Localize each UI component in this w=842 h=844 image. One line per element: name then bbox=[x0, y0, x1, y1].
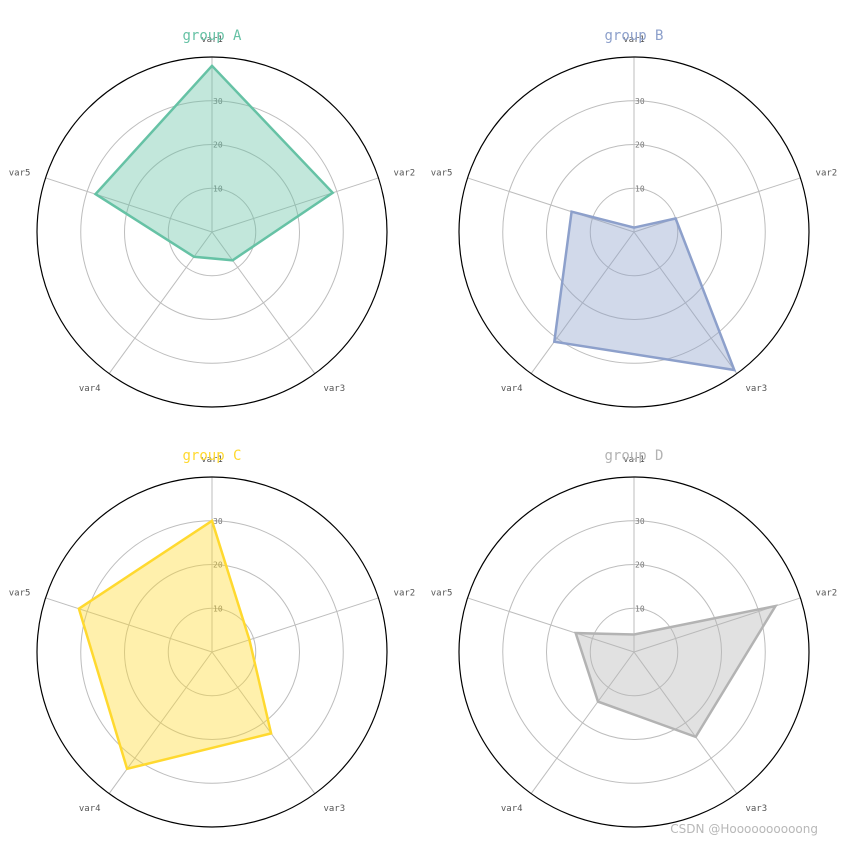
category-label: var2 bbox=[816, 588, 838, 598]
polar-frame bbox=[458, 56, 810, 408]
radial-tick-label: 20 bbox=[635, 141, 645, 150]
data-polygon bbox=[552, 210, 737, 372]
radar-chart-4: 10 20 30 var1 var2 var3 var4 var5 group D bbox=[431, 448, 838, 828]
radial-tick-label: 10 bbox=[635, 604, 645, 613]
data-polygon bbox=[77, 518, 273, 771]
watermark: CSDN @Hoooooooooong bbox=[670, 822, 818, 836]
category-label: var4 bbox=[79, 804, 101, 814]
axis-spoke bbox=[211, 597, 379, 653]
radar-chart-1: 10 20 30 var1 var2 var3 var4 var5 group A bbox=[9, 28, 416, 408]
chart-title: group D bbox=[604, 448, 663, 464]
axis-spoke bbox=[530, 231, 635, 374]
category-label: var1 bbox=[201, 35, 223, 45]
axis-spoke bbox=[45, 177, 213, 233]
category-label: var5 bbox=[431, 588, 453, 598]
data-polygon bbox=[573, 604, 779, 739]
radial-tick-label: 20 bbox=[213, 141, 223, 150]
category-label: var4 bbox=[501, 384, 523, 394]
axis-spoke bbox=[467, 177, 635, 233]
axis-spoke bbox=[633, 177, 801, 233]
category-label: var5 bbox=[9, 588, 31, 598]
axis-spoke bbox=[211, 177, 379, 233]
category-label: var4 bbox=[79, 384, 101, 394]
axis-spoke bbox=[467, 597, 635, 653]
radial-tick-label: 10 bbox=[213, 184, 223, 193]
category-label: var3 bbox=[323, 804, 345, 814]
polar-frame bbox=[36, 476, 388, 828]
radial-tick-label: 10 bbox=[635, 184, 645, 193]
axis-spoke bbox=[530, 651, 635, 794]
category-label: var1 bbox=[623, 35, 645, 45]
radial-tick-label: 30 bbox=[635, 517, 645, 526]
category-label: var5 bbox=[9, 168, 31, 178]
polar-frame bbox=[458, 476, 810, 828]
category-label: var3 bbox=[323, 384, 345, 394]
category-label: var4 bbox=[501, 804, 523, 814]
category-label: var1 bbox=[623, 455, 645, 465]
axis-spoke bbox=[45, 597, 213, 653]
axis-spoke bbox=[633, 651, 738, 794]
axis-spoke bbox=[108, 231, 213, 374]
data-polygon bbox=[93, 63, 335, 262]
radar-chart-3: 10 20 30 var1 var2 var3 var4 var5 group C bbox=[9, 448, 416, 828]
radial-tick-label: 30 bbox=[213, 517, 223, 526]
radial-tick-label: 10 bbox=[213, 604, 223, 613]
category-label: var2 bbox=[816, 168, 838, 178]
category-label: var5 bbox=[431, 168, 453, 178]
chart-title: group C bbox=[182, 448, 241, 464]
category-label: var2 bbox=[394, 168, 416, 178]
radial-tick-label: 30 bbox=[635, 97, 645, 106]
axis-spoke bbox=[211, 231, 316, 374]
polar-frame bbox=[36, 56, 388, 408]
category-label: var2 bbox=[394, 588, 416, 598]
radial-tick-label: 30 bbox=[213, 97, 223, 106]
radial-tick-label: 20 bbox=[213, 561, 223, 570]
category-label: var1 bbox=[201, 455, 223, 465]
category-label: var3 bbox=[745, 384, 767, 394]
chart-title: group B bbox=[604, 28, 663, 44]
axis-spoke bbox=[633, 231, 738, 374]
radar-chart-2: 10 20 30 var1 var2 var3 var4 var5 group B bbox=[431, 28, 838, 408]
radial-tick-label: 20 bbox=[635, 561, 645, 570]
axis-spoke bbox=[211, 651, 316, 794]
category-label: var3 bbox=[745, 804, 767, 814]
chart-title: group A bbox=[182, 28, 242, 44]
